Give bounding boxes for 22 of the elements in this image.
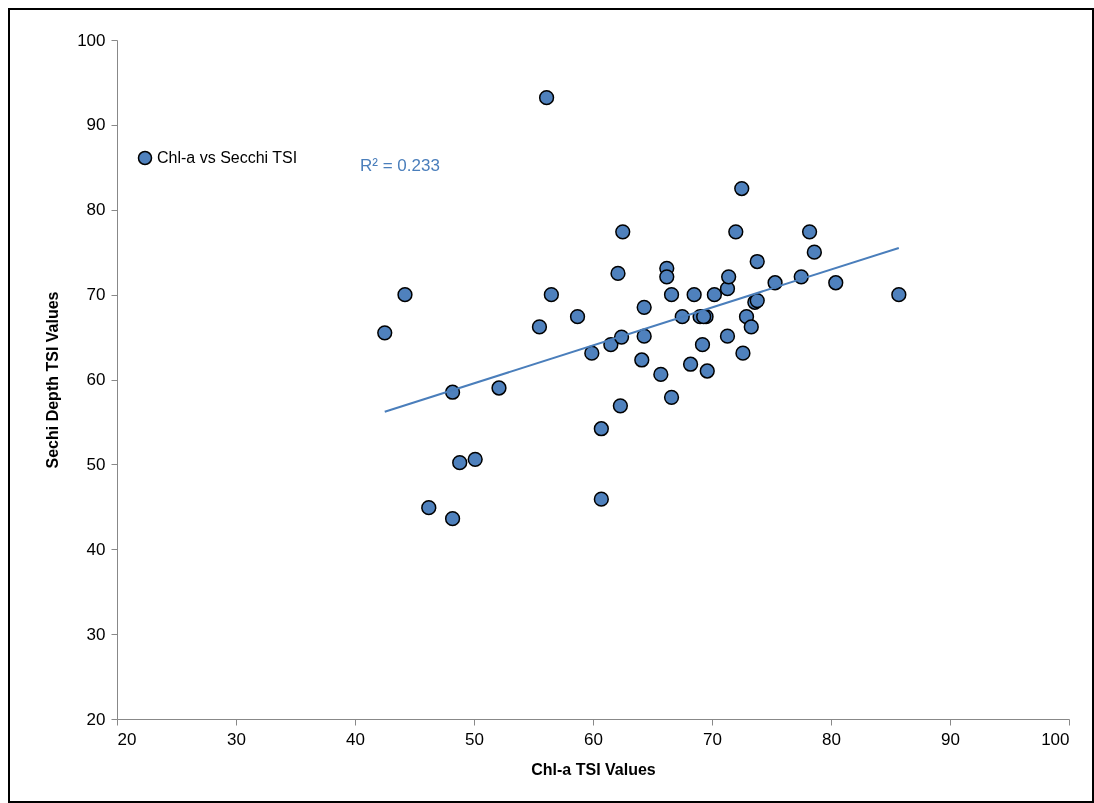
y-tick-label: 30 bbox=[86, 624, 106, 644]
legend-label: Chl-a vs Secchi TSI bbox=[157, 149, 298, 166]
x-tick-label: 20 bbox=[117, 729, 137, 749]
x-tick-label: 30 bbox=[227, 729, 246, 749]
annotation: R² = 0.233 bbox=[360, 156, 440, 175]
y-tick-label: 100 bbox=[77, 30, 106, 50]
x-tick-label: 70 bbox=[703, 729, 722, 749]
x-tick-label: 60 bbox=[584, 729, 603, 749]
x-tick-label: 90 bbox=[941, 729, 960, 749]
x-tick-label: 100 bbox=[1041, 729, 1070, 749]
x-tick-label: 50 bbox=[465, 729, 484, 749]
y-tick-label: 70 bbox=[86, 285, 106, 305]
x-tick-label: 80 bbox=[822, 729, 841, 749]
y-axis-title: Sechi Depth TSI Values bbox=[44, 291, 62, 469]
y-tick-label: 40 bbox=[86, 539, 106, 559]
x-tick-label: 40 bbox=[346, 729, 365, 749]
y-tick-label: 90 bbox=[86, 115, 106, 135]
y-tick-label: 80 bbox=[86, 200, 106, 220]
y-tick-label: 60 bbox=[86, 370, 106, 389]
y-tick-label: 50 bbox=[86, 454, 106, 474]
y-tick-label: 20 bbox=[86, 709, 106, 729]
x-axis-title: Chl-a TSI Values bbox=[531, 760, 656, 778]
